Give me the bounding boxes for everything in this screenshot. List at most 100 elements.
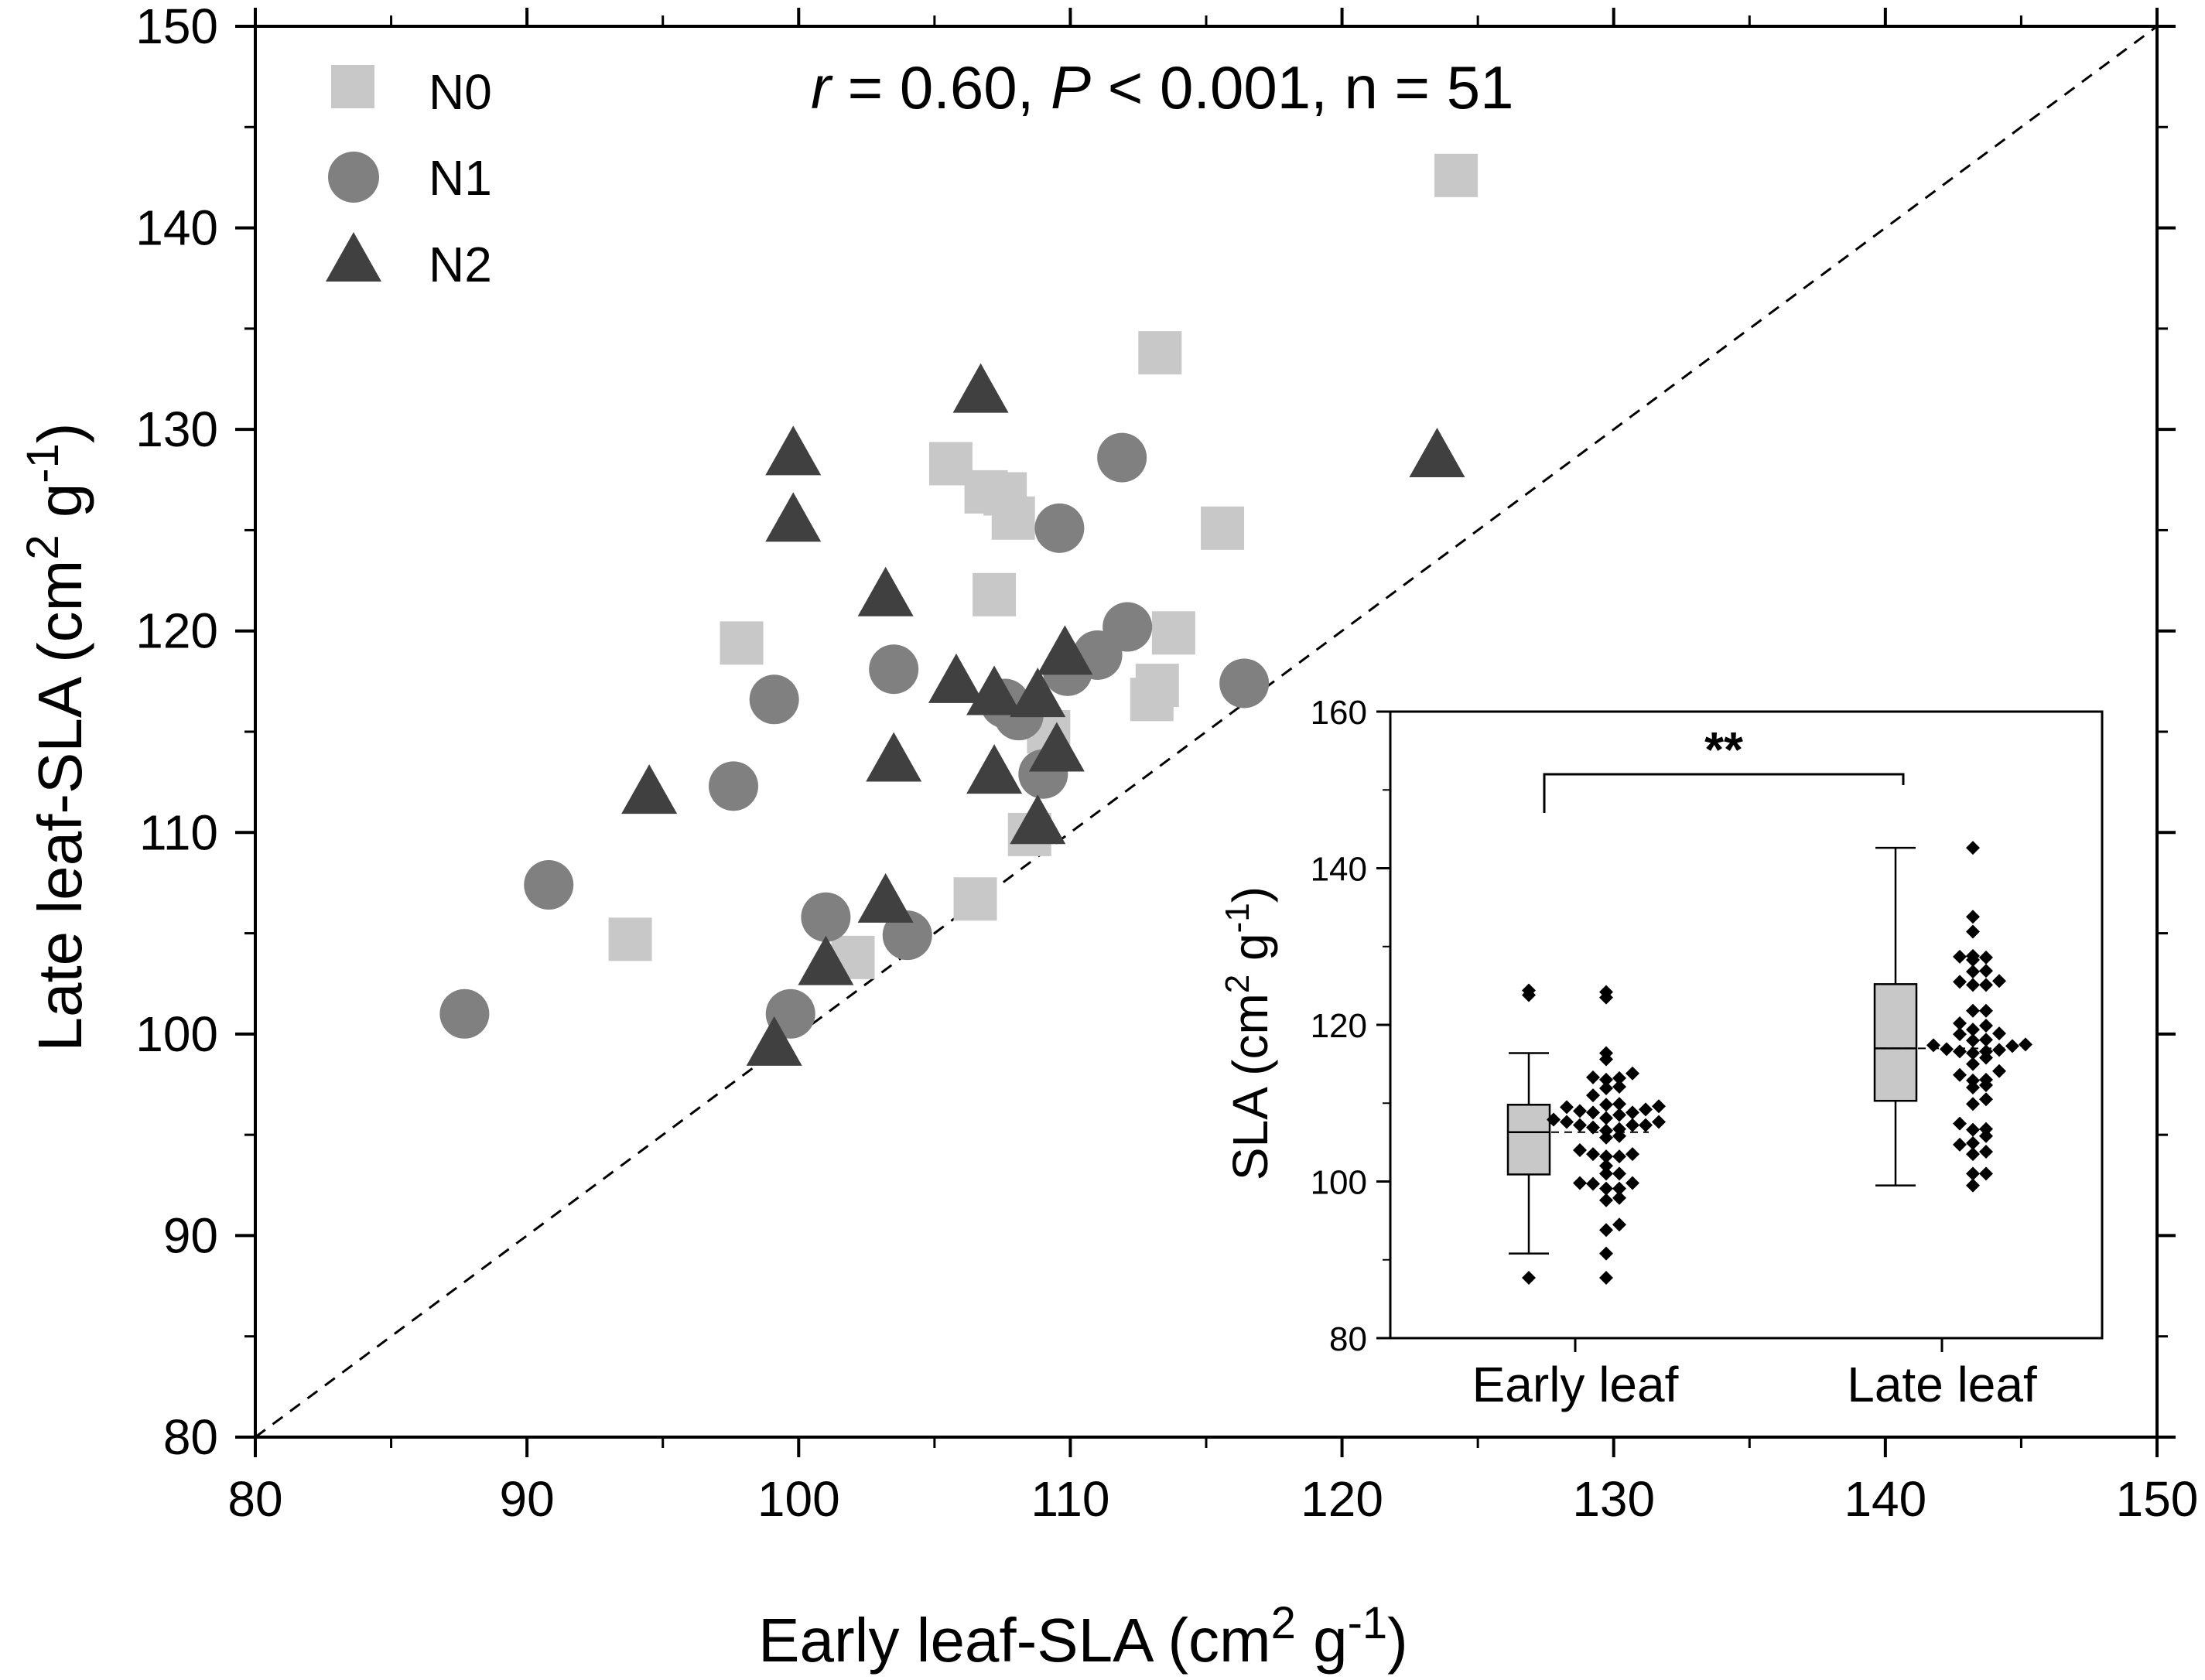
jitter-point [1926, 1038, 1940, 1053]
legend-label-n1: N1 [429, 150, 492, 206]
jitter-point [1953, 1067, 1967, 1082]
jitter-point [1979, 1166, 1993, 1181]
jitter-point [1979, 1003, 1993, 1018]
inset-y-tick-label: 140 [1311, 851, 1367, 889]
point-n0 [1201, 506, 1245, 550]
jitter-point [1547, 1112, 1561, 1127]
jitter-point [1953, 1044, 1967, 1059]
jitter-point [1639, 1118, 1653, 1132]
jitter-point [1966, 1081, 1980, 1094]
jitter-point [1966, 1057, 1980, 1071]
point-n1 [882, 910, 932, 961]
jitter-point [1966, 1147, 1980, 1162]
jitter-point [1652, 1115, 1666, 1129]
jitter-point [1652, 1099, 1666, 1114]
jitter-point [1599, 1159, 1613, 1173]
jitter-point [1966, 965, 1980, 979]
point-n2 [765, 492, 822, 542]
jitter-point [1966, 841, 1980, 855]
jitter-point [1979, 964, 1993, 978]
jitter-point [1953, 1116, 1967, 1131]
jitter-point [1953, 949, 1967, 964]
jitter-point [1612, 1149, 1626, 1164]
point-n0 [720, 621, 764, 665]
jitter-point [1979, 950, 1993, 965]
jitter-point [2019, 1037, 2032, 1052]
jitter-point [1599, 1193, 1613, 1207]
jitter-point [1940, 1042, 1954, 1057]
inset-y-tick-label: 160 [1311, 694, 1367, 732]
jitter-point [1586, 1147, 1600, 1162]
jitter-point [2005, 1039, 2019, 1053]
jitter-point [1612, 1217, 1626, 1232]
correlation-annotation: r = 0.60, P < 0.001, n = 51 [811, 53, 1514, 121]
jitter-point [1599, 1166, 1613, 1181]
jitter-point [1626, 1176, 1639, 1190]
jitter-point [1966, 1023, 1980, 1037]
y-tick-label: 130 [135, 401, 218, 457]
jitter-point [1586, 1120, 1600, 1135]
y-tick-label: 120 [135, 603, 218, 659]
jitter-point [1599, 1123, 1613, 1138]
point-n2 [966, 744, 1023, 794]
y-tick-label: 100 [135, 1006, 218, 1062]
box-outlier [1522, 983, 1536, 998]
legend-marker-n1 [328, 152, 379, 203]
jitter-point [1953, 1137, 1967, 1152]
jitter-point [1599, 1181, 1613, 1196]
y-tick-label: 150 [135, 0, 218, 54]
point-n2 [952, 363, 1009, 413]
jitter-point [1586, 1176, 1600, 1191]
y-axis-ticks: 80 90 100 110 120 130 140 150 [135, 0, 2176, 1465]
x-axis-ticks: 80 90 100 110 120 130 140 150 [227, 8, 2198, 1527]
legend: N0 N1 N2 [326, 64, 492, 292]
jitter-point [1560, 1115, 1574, 1129]
jitter-point [1992, 1026, 2006, 1041]
jitter-point [1586, 1070, 1600, 1084]
jitter-point [1979, 1019, 1993, 1033]
jitter-point [1626, 1147, 1639, 1162]
point-n1 [524, 860, 574, 910]
jitter-point [1586, 1088, 1600, 1103]
jitter-point [1599, 1130, 1613, 1145]
legend-marker-n0 [331, 65, 374, 108]
point-n2 [621, 764, 678, 814]
x-tick-label: 90 [500, 1471, 555, 1527]
jitter-point [1560, 1100, 1574, 1115]
point-n1 [801, 892, 851, 942]
jitter-point [1953, 1027, 1967, 1042]
point-n0 [991, 496, 1035, 540]
jitter-point [1992, 974, 2006, 989]
inset-category-label: Early leaf [1472, 1357, 1679, 1412]
x-axis-label: Early leaf-SLA (cm2 g-1) [758, 1598, 1408, 1675]
jitter-point [1612, 1181, 1626, 1196]
jitter-point [1599, 985, 1613, 999]
point-n1 [709, 761, 759, 811]
jitter-point [1979, 1033, 1993, 1047]
jitter-point [1966, 924, 1980, 939]
jitter-point [1966, 910, 1980, 924]
jitter-point [1599, 1046, 1613, 1060]
inset-category-label: Late leaf [1847, 1357, 2037, 1412]
jitter-point [1612, 1190, 1626, 1205]
point-n2 [1010, 668, 1066, 718]
point-n1 [1102, 602, 1153, 652]
x-tick-label: 140 [1844, 1471, 1926, 1527]
y-tick-label: 110 [139, 804, 218, 860]
point-n2 [1028, 722, 1085, 772]
jitter-point [1979, 978, 1993, 992]
legend-marker-n2 [326, 232, 381, 282]
jitter-point [1979, 1072, 1993, 1087]
inset-y-tick-label: 100 [1311, 1164, 1367, 1202]
jitter-point [1612, 1122, 1626, 1136]
jitter-point [1612, 1129, 1626, 1143]
y-tick-label: 80 [163, 1409, 218, 1465]
jitter-point [1599, 1098, 1613, 1112]
jitter-point [1966, 1135, 1980, 1150]
inset-y-tick-label: 80 [1329, 1320, 1367, 1358]
y-tick-label: 140 [135, 200, 218, 256]
point-n0 [953, 877, 997, 921]
x-tick-label: 120 [1301, 1471, 1383, 1527]
inset-y-axis-ticks: 80 100 120 140 160 [1311, 694, 1390, 1358]
x-tick-label: 100 [757, 1471, 840, 1527]
